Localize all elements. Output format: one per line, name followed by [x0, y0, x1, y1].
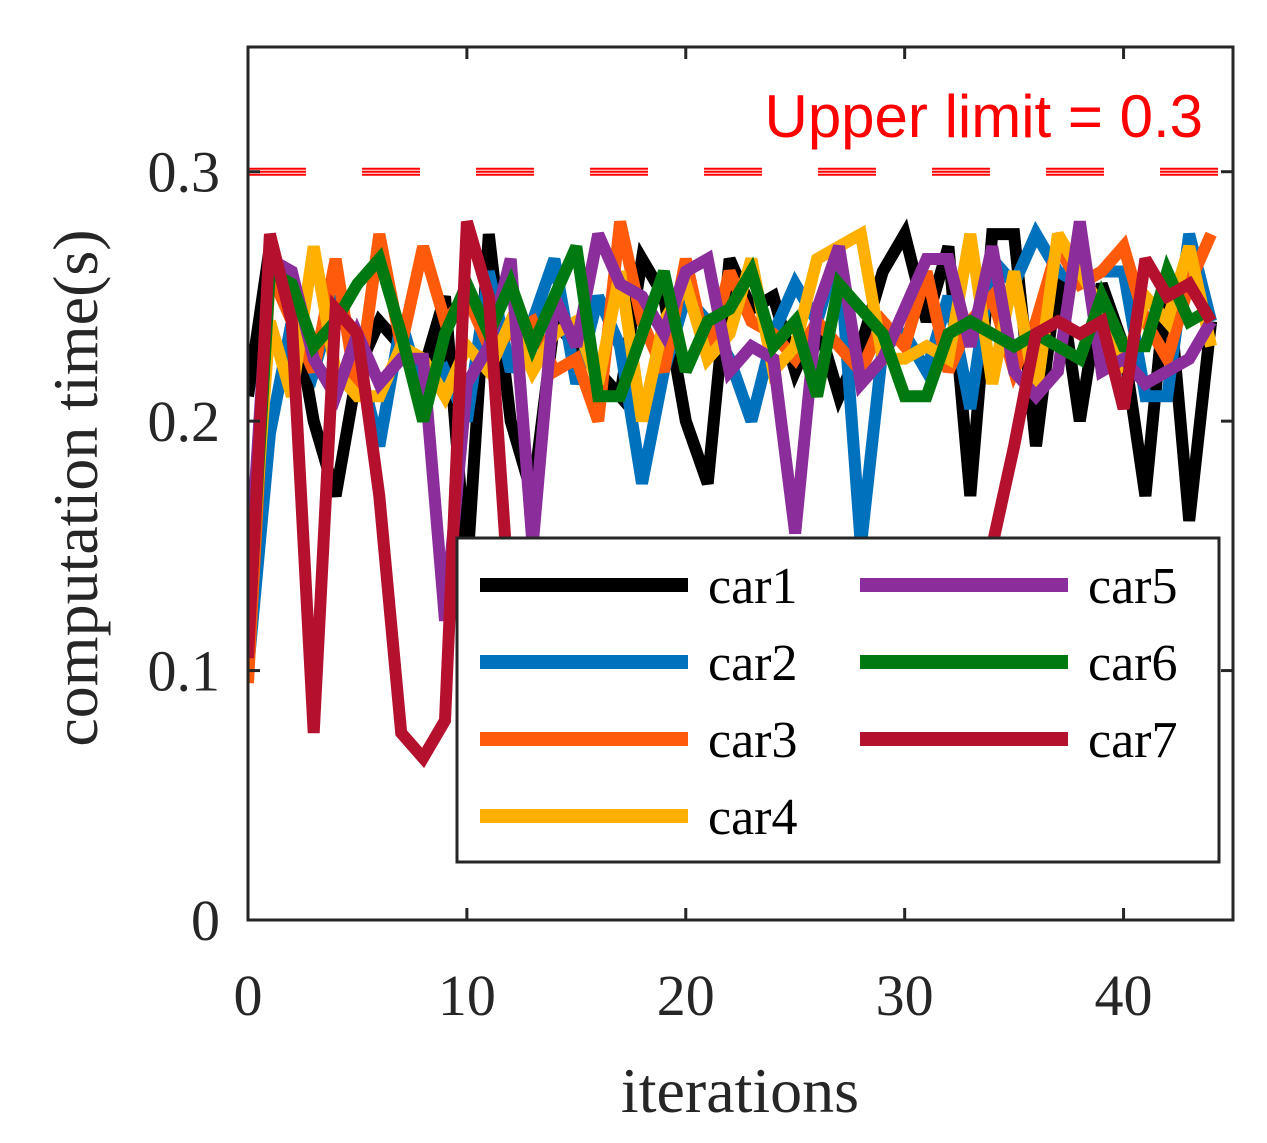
- x-tick-label: 40: [1095, 963, 1153, 1028]
- y-tick-label: 0.1: [148, 639, 221, 704]
- y-tick-label: 0.3: [148, 140, 221, 205]
- series-line-car6: [248, 244, 1215, 646]
- x-tick-label: 10: [438, 963, 496, 1028]
- y-tick-label: 0: [191, 888, 220, 953]
- legend-label-car2: car2: [708, 635, 797, 692]
- legend-label-car7: car7: [1088, 712, 1177, 769]
- legend-label-car4: car4: [708, 789, 797, 846]
- x-tick-label: 20: [657, 963, 715, 1028]
- legend-items: car1 car2 car3 car4 car5 car6 car7: [480, 558, 1177, 846]
- reference-line-layer: [248, 167, 1233, 176]
- x-axis-title: iterations: [621, 1055, 859, 1126]
- y-tick-label: 0.2: [148, 389, 221, 454]
- ticks-layer: 0 10 20 30 40 0 0.1 0.2 0.3: [148, 47, 1233, 1028]
- x-tick-label: 30: [876, 963, 934, 1028]
- y-axis-title: computation time(s): [40, 229, 111, 746]
- legend-label-car3: car3: [708, 712, 797, 769]
- plot-frame: [246, 45, 1235, 922]
- series-layer: [248, 218, 1218, 769]
- legend-label-car1: car1: [708, 558, 797, 615]
- legend: car1 car2 car3 car4 car5 car6 car7: [455, 536, 1221, 864]
- upper-limit-annotation: Upper limit = 0.3: [764, 83, 1203, 150]
- legend-label-car5: car5: [1088, 558, 1177, 615]
- x-tick-label: 0: [234, 963, 263, 1028]
- legend-label-car6: car6: [1088, 635, 1177, 692]
